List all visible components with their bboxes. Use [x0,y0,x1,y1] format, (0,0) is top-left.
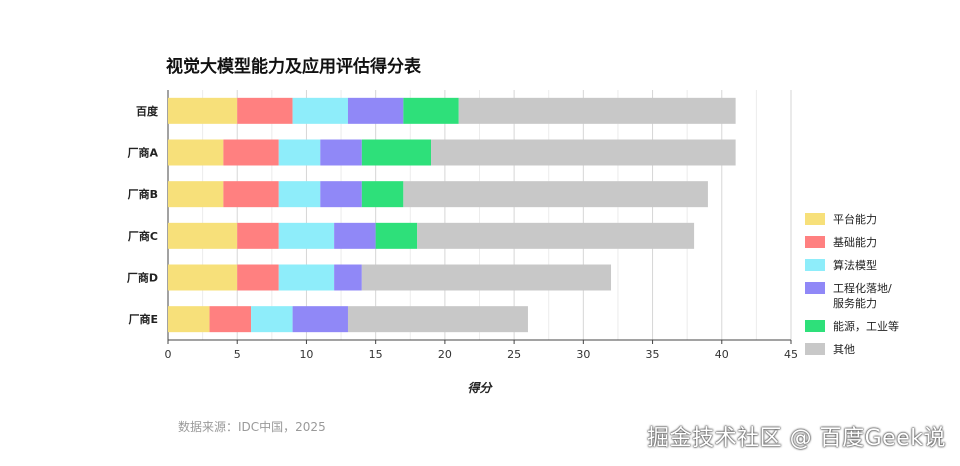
x-tick-label: 40 [715,348,729,361]
bar-segment [347,97,404,124]
bar-segment [361,181,404,208]
bar-segment [375,222,418,249]
x-tick-label: 15 [369,348,383,361]
bar-segment [292,306,348,333]
bar-segment [320,139,362,166]
y-tick-label: 厂商B [128,187,158,201]
bar-segment [361,264,612,291]
bar-segment [361,139,432,166]
bar-segment [168,181,224,208]
bar-segment [334,264,362,291]
x-tick-label: 25 [507,348,521,361]
legend-swatch [805,282,825,294]
legend-swatch [805,259,825,271]
bar-segment [209,306,252,333]
bar-segment [223,139,279,166]
bar-segment [403,181,708,208]
bar-segment [168,222,238,249]
chart-title: 视觉大模型能力及应用评估得分表 [166,57,421,77]
y-tick-label: 厂商E [128,312,158,326]
bar-segment [168,139,224,166]
legend-label: 其他 [833,343,855,356]
bar-segment [237,222,279,249]
bar-segment [347,306,528,333]
bar-segment [251,306,293,333]
x-tick-label: 35 [646,348,660,361]
bar-segment [168,97,238,124]
bar-segment [278,222,335,249]
legend-swatch [805,320,825,332]
legend-label: 基础能力 [833,235,877,249]
bar-segment [334,222,376,249]
x-tick-label: 5 [234,348,241,361]
x-tick-label: 30 [576,348,590,361]
bar-segment [237,264,279,291]
legend-swatch [805,236,825,248]
legend-label: 服务能力 [833,296,877,310]
bar-segment [223,181,279,208]
x-tick-label: 20 [438,348,452,361]
bar-segment [278,181,321,208]
y-tick-label: 厂商A [127,146,158,160]
x-tick-label: 45 [784,348,798,361]
bar-segment [431,139,736,166]
bar-segment [168,264,238,291]
y-tick-label: 厂商C [128,229,158,243]
legend-label: 平台能力 [833,212,877,226]
bar-segment [458,97,736,124]
bar-segment [278,139,321,166]
legend-swatch [805,213,825,225]
bar-segment [292,97,348,124]
y-tick-label: 厂商D [127,271,158,285]
x-tick-label: 10 [299,348,313,361]
bar-segment [417,222,695,249]
bar-segment [320,181,362,208]
legend-label: 算法模型 [833,258,877,272]
legend-label: 能源，工业等 [833,319,899,333]
bar-segment [168,306,210,333]
legend-swatch [805,343,825,355]
source-note: 数据来源：IDC中国，2025 [178,420,326,434]
bar-segment [403,97,459,124]
bar-segment [278,264,335,291]
watermark: 掘金技术社区 @ 百度Geek说 [647,426,946,451]
x-tick-label: 0 [165,348,172,361]
y-tick-label: 百度 [136,104,159,118]
bar-segment [237,97,293,124]
x-axis-title: 得分 [467,381,493,395]
legend-label: 工程化落地/ [833,281,892,295]
